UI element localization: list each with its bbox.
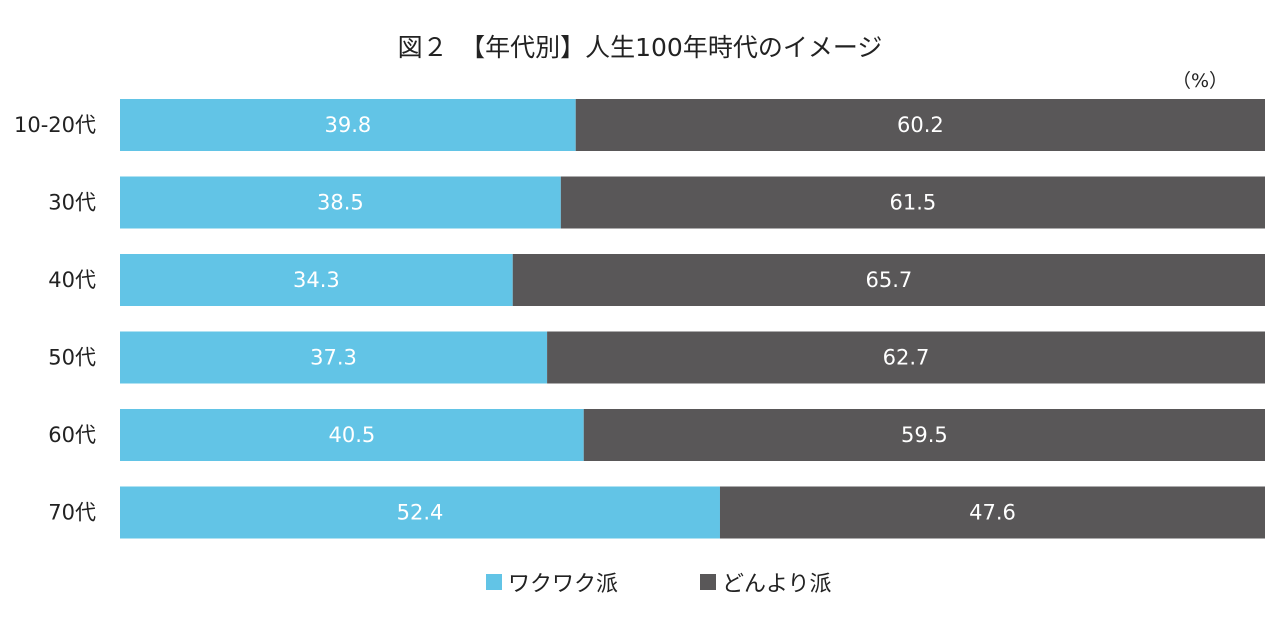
category-label: 10-20代 [14,113,96,137]
value-label: 34.3 [293,268,340,292]
bar-segment-series-0 [120,254,513,306]
stacked-bar-chart: 10-20代 39.8 60.2 30代 38.5 61.5 40代 34.3 65.7 50代 3… [14,99,1265,539]
value-label: 52.4 [397,501,444,525]
bar-segment-series-0 [120,331,548,384]
value-label: 59.5 [901,423,948,447]
legend-label-wakuwaku: ワクワク派 [508,572,619,597]
bar-segment-series-1 [512,254,1265,306]
value-label: 47.6 [969,501,1016,525]
legend-item-wakuwaku: ワクワク派 [486,566,618,598]
legend: ワクワク派 どんより派 [0,566,1280,602]
value-label: 38.5 [317,191,364,215]
bar-segment-series-1 [547,331,1265,384]
category-label: 40代 [48,268,96,292]
bar-segment-series-0 [120,176,561,229]
value-label: 65.7 [865,268,912,292]
value-label: 40.5 [328,423,375,447]
value-label: 60.2 [897,113,944,137]
bar-segment-series-0 [120,409,584,461]
category-label: 30代 [48,191,96,215]
category-label: 50代 [48,346,96,370]
value-label: 39.8 [324,113,371,137]
category-label: 60代 [48,423,96,447]
value-label: 62.7 [883,346,930,370]
legend-label-donyori: どんより派 [722,572,832,597]
bar-segment-series-0 [120,99,576,151]
value-label: 61.5 [890,191,937,215]
bar-segment-series-1 [583,409,1265,461]
legend-swatch-donyori [700,574,716,590]
value-label: 37.3 [310,346,357,370]
bar-segment-series-1 [719,486,1265,539]
legend-swatch-wakuwaku [486,574,502,590]
chart-title: 図２ 【年代別】人生100年時代のイメージ [397,33,883,62]
bar-segment-series-1 [560,176,1265,229]
legend-item-donyori: どんより派 [700,566,832,598]
bar-segment-series-0 [120,486,720,539]
bar-segment-series-1 [575,99,1265,151]
category-label: 70代 [48,501,96,525]
unit-label: （%） [1171,70,1228,92]
